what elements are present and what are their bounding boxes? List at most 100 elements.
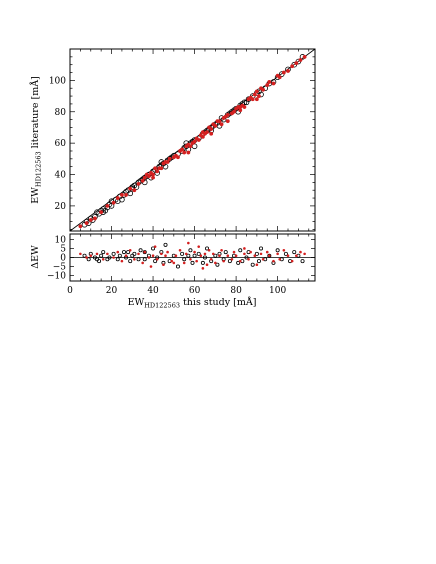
data-point-open bbox=[283, 251, 288, 256]
data-point-filled bbox=[211, 252, 215, 256]
main-data-points bbox=[78, 54, 307, 229]
data-point-filled bbox=[195, 259, 198, 263]
data-point-filled bbox=[182, 150, 187, 155]
data-point-filled bbox=[255, 263, 259, 267]
data-point-filled bbox=[203, 252, 207, 256]
data-point-filled bbox=[155, 258, 159, 261]
x-tick-label: 100 bbox=[269, 286, 286, 296]
data-point-filled bbox=[286, 69, 290, 73]
data-point-open bbox=[101, 250, 106, 255]
data-point-filled bbox=[272, 259, 275, 263]
data-point-filled bbox=[254, 89, 259, 94]
data-point-filled bbox=[225, 112, 230, 117]
data-point-filled bbox=[250, 97, 255, 102]
data-point-open bbox=[163, 242, 168, 247]
data-point-filled bbox=[200, 134, 205, 139]
data-point-filled bbox=[132, 188, 137, 193]
data-point-filled bbox=[209, 131, 214, 136]
data-point-open bbox=[94, 257, 99, 262]
data-point-filled bbox=[294, 61, 299, 66]
data-point-filled bbox=[238, 259, 242, 263]
data-point-filled bbox=[166, 250, 169, 254]
data-point-filled bbox=[302, 54, 307, 59]
data-point-filled bbox=[259, 252, 263, 256]
data-point-filled bbox=[182, 261, 186, 265]
y-tick-label: 100 bbox=[49, 76, 66, 86]
data-point-filled bbox=[298, 58, 303, 62]
data-point-filled bbox=[261, 87, 265, 92]
data-point-filled bbox=[184, 252, 188, 256]
data-point-open bbox=[254, 251, 259, 256]
x-tick-label: 20 bbox=[106, 286, 118, 296]
data-point-filled bbox=[174, 254, 178, 257]
data-point-filled bbox=[101, 258, 105, 261]
data-point-filled bbox=[218, 254, 221, 257]
x-axis-label-subscript: HD122563 bbox=[144, 302, 180, 310]
data-point-open bbox=[259, 246, 264, 251]
data-point-filled bbox=[226, 254, 230, 257]
data-point-open bbox=[256, 259, 261, 264]
data-point-filled bbox=[151, 172, 155, 177]
data-point-filled bbox=[170, 259, 174, 263]
data-point-filled bbox=[303, 252, 306, 256]
data-point-filled bbox=[282, 248, 286, 252]
data-point-filled bbox=[106, 252, 109, 256]
residual-y-axis-label: ΔEW bbox=[30, 245, 41, 269]
data-point-open bbox=[241, 99, 248, 106]
data-point-filled bbox=[278, 258, 282, 261]
data-point-filled bbox=[136, 182, 141, 186]
data-point-open bbox=[105, 257, 110, 262]
data-point-filled bbox=[268, 254, 271, 257]
data-point-filled bbox=[265, 250, 269, 254]
data-point-open bbox=[111, 251, 116, 256]
y-axis-label-suffix: literature [mÅ] bbox=[29, 76, 41, 151]
data-point-open bbox=[223, 250, 228, 255]
data-point-open bbox=[267, 253, 272, 258]
data-point-filled bbox=[189, 258, 192, 261]
data-point-filled bbox=[220, 248, 223, 252]
data-point-open bbox=[292, 250, 297, 255]
data-point-filled bbox=[159, 166, 164, 171]
main-ticks bbox=[69, 48, 315, 231]
data-point-open bbox=[250, 262, 255, 267]
data-point-filled bbox=[243, 252, 246, 256]
x-axis-label: EWHD122563 this study [mÅ] bbox=[128, 296, 257, 310]
data-point-filled bbox=[89, 254, 93, 257]
data-point-filled bbox=[88, 218, 93, 222]
data-point-filled bbox=[261, 258, 265, 261]
data-point-filled bbox=[277, 75, 282, 80]
data-point-open bbox=[192, 253, 197, 258]
data-point-filled bbox=[265, 83, 270, 87]
data-point-filled bbox=[199, 254, 203, 257]
data-point-open bbox=[186, 253, 191, 258]
data-point-open bbox=[153, 259, 158, 264]
data-point-filled bbox=[188, 144, 193, 149]
y-axis-label: EWHD122563 literature [mÅ] bbox=[29, 76, 43, 204]
data-point-open bbox=[182, 257, 187, 262]
data-point-filled bbox=[133, 258, 136, 261]
data-point-filled bbox=[205, 130, 209, 135]
data-point-open bbox=[117, 253, 122, 258]
data-point-filled bbox=[252, 92, 257, 97]
data-point-filled bbox=[93, 216, 97, 221]
data-point-filled bbox=[232, 250, 236, 254]
residual-y-tick-label: −10 bbox=[47, 272, 66, 282]
data-point-filled bbox=[234, 254, 238, 257]
data-point-filled bbox=[128, 186, 133, 191]
y-tick-label: 60 bbox=[55, 139, 67, 149]
data-point-filled bbox=[254, 97, 259, 102]
data-point-filled bbox=[120, 193, 124, 197]
data-point-open bbox=[151, 246, 156, 251]
data-point-filled bbox=[120, 259, 124, 263]
data-point-filled bbox=[180, 147, 185, 152]
data-point-filled bbox=[276, 252, 279, 256]
main-y-tick-labels: 20 40 60 80 100 bbox=[49, 76, 66, 212]
data-point-filled bbox=[299, 250, 302, 254]
data-point-filled bbox=[209, 258, 213, 261]
data-point-filled bbox=[176, 155, 180, 160]
data-point-filled bbox=[209, 127, 214, 131]
data-point-filled bbox=[111, 200, 116, 205]
data-point-filled bbox=[257, 94, 261, 98]
main-panel: 20 40 60 80 100 EWHD122563 literature [mÅ] bbox=[29, 48, 316, 232]
